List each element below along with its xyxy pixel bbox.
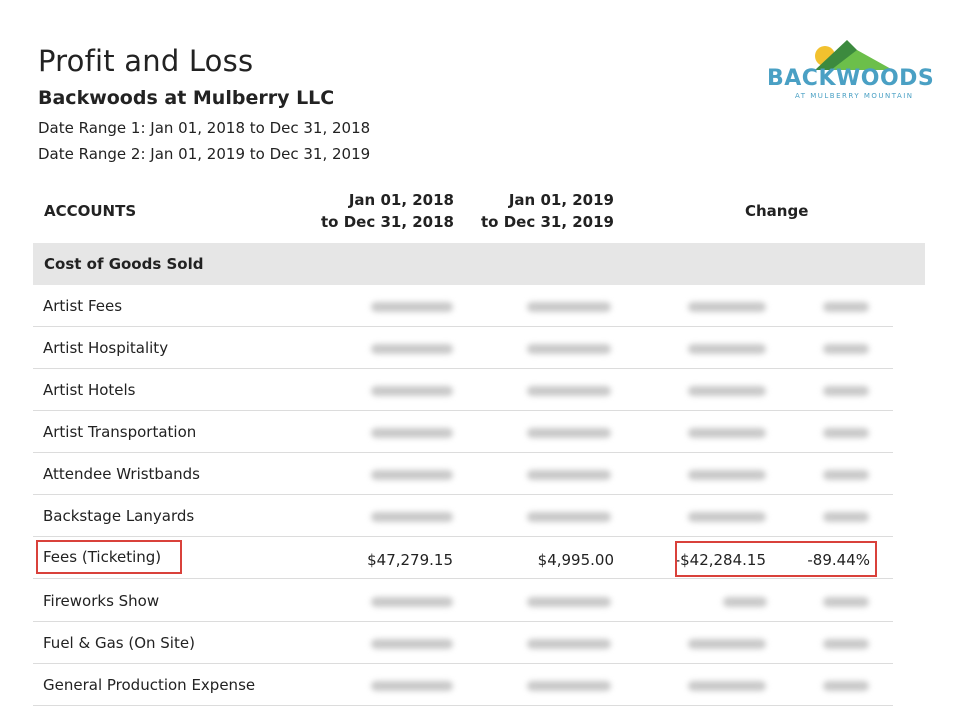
account-name: Artist Hospitality (43, 339, 169, 357)
logo-tagline: AT MULBERRY MOUNTAIN (795, 92, 914, 100)
table-row: Artist Hospitality (33, 327, 925, 369)
account-name: General Production Expense (43, 676, 256, 694)
section-label: Cost of Goods Sold (44, 255, 204, 273)
row-divider (33, 494, 893, 495)
change-percent: -89.44% (807, 551, 870, 569)
redacted-value (527, 470, 611, 480)
table-row-highlighted: Fees (Ticketing) $47,279.15 $4,995.00 -$… (33, 537, 925, 579)
redacted-value (688, 639, 766, 649)
account-name: Fuel & Gas (On Site) (43, 634, 195, 652)
value-2019: $4,995.00 (537, 551, 614, 569)
redacted-value (823, 386, 869, 396)
highlight-box-account (36, 540, 182, 574)
redacted-value (527, 386, 611, 396)
redacted-value (527, 302, 611, 312)
redacted-value (371, 470, 453, 480)
redacted-value (823, 344, 869, 354)
table-row: Attendee Wristbands (33, 453, 925, 495)
table-row: Artist Transportation (33, 411, 925, 453)
table-row: Fireworks Show (33, 580, 925, 622)
redacted-value (527, 428, 611, 438)
page-title: Profit and Loss (38, 44, 254, 78)
backwoods-logo (815, 40, 893, 70)
redacted-value (688, 386, 766, 396)
header-accounts: ACCOUNTS (44, 202, 137, 220)
account-name: Artist Hotels (43, 381, 136, 399)
section-header-cogs: Cost of Goods Sold (33, 243, 925, 285)
redacted-value (688, 302, 766, 312)
redacted-value (823, 639, 869, 649)
row-divider (33, 536, 893, 537)
redacted-value (823, 512, 869, 522)
redacted-value (723, 597, 767, 607)
redacted-value (371, 344, 453, 354)
header-date-range-2: Jan 01, 2019 to Dec 31, 2019 (480, 189, 614, 233)
account-name: Fireworks Show (43, 592, 160, 610)
highlight-box-change (675, 541, 877, 577)
account-name: Backstage Lanyards (43, 507, 195, 525)
table-row: General Production Expense (33, 664, 925, 706)
redacted-value (823, 597, 869, 607)
redacted-value (371, 512, 453, 522)
table-row: Artist Hotels (33, 369, 925, 411)
redacted-value (527, 639, 611, 649)
row-divider (33, 368, 893, 369)
redacted-value (527, 597, 611, 607)
account-name: Fees (Ticketing) (43, 548, 162, 566)
table-row: Fuel & Gas (On Site) (33, 622, 925, 664)
redacted-value (527, 344, 611, 354)
account-name: Artist Transportation (43, 423, 197, 441)
redacted-value (371, 639, 453, 649)
redacted-value (688, 428, 766, 438)
account-name: Attendee Wristbands (43, 465, 200, 483)
redacted-value (371, 428, 453, 438)
account-name: Artist Fees (43, 297, 123, 315)
value-2018: $47,279.15 (367, 551, 453, 569)
row-divider (33, 705, 893, 706)
redacted-value (371, 302, 453, 312)
header-date-range-1-start: Jan 01, 2018 (348, 191, 454, 209)
redacted-value (688, 681, 766, 691)
redacted-value (823, 681, 869, 691)
redacted-value (823, 470, 869, 480)
header-change: Change (745, 202, 809, 220)
date-range-2: Date Range 2: Jan 01, 2019 to Dec 31, 20… (38, 145, 371, 163)
header-date-range-1: Jan 01, 2018 to Dec 31, 2018 (320, 189, 454, 233)
row-divider (33, 326, 893, 327)
redacted-value (371, 681, 453, 691)
header-date-range-1-end: to Dec 31, 2018 (321, 213, 454, 231)
row-divider (33, 578, 893, 579)
redacted-value (688, 344, 766, 354)
redacted-value (823, 302, 869, 312)
logo-wordmark: BACKWOODS (767, 66, 935, 91)
redacted-value (823, 428, 869, 438)
date-range-1: Date Range 1: Jan 01, 2018 to Dec 31, 20… (38, 119, 371, 137)
redacted-value (371, 597, 453, 607)
company-name: Backwoods at Mulberry LLC (38, 87, 335, 109)
logo-mountain-front (831, 50, 893, 70)
table-row: Artist Fees (33, 285, 925, 327)
redacted-value (371, 386, 453, 396)
row-divider (33, 621, 893, 622)
redacted-value (527, 681, 611, 691)
header-date-range-2-start: Jan 01, 2019 (508, 191, 614, 209)
redacted-value (688, 470, 766, 480)
table-row: Backstage Lanyards (33, 495, 925, 537)
row-divider (33, 452, 893, 453)
header-date-range-2-end: to Dec 31, 2019 (481, 213, 614, 231)
change-amount: -$42,284.15 (674, 551, 766, 569)
redacted-value (527, 512, 611, 522)
redacted-value (688, 512, 766, 522)
row-divider (33, 663, 893, 664)
row-divider (33, 410, 893, 411)
